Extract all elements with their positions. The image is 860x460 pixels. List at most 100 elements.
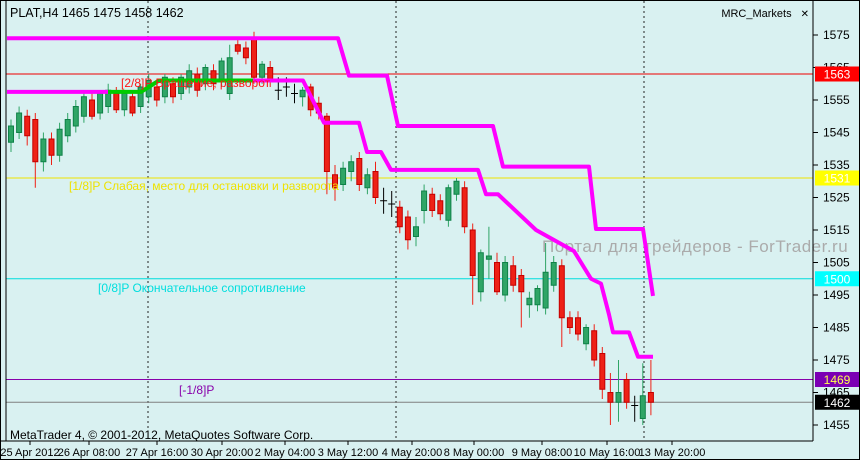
bull-candle-body <box>639 395 646 419</box>
bear-candle-body <box>558 265 565 319</box>
y-axis-label: 1525 <box>823 191 850 205</box>
level-label-1-8: [1/8]P Слабая, место для остановки и раз… <box>69 179 339 193</box>
bull-candle-body <box>421 190 428 211</box>
y-axis-label: 1555 <box>823 93 850 107</box>
bear-candle-body <box>356 158 363 185</box>
bull-candle-body <box>16 112 23 133</box>
mrc-upper-band <box>7 36 655 297</box>
bull-candle-body <box>445 187 452 221</box>
bear-candle-body <box>510 265 517 286</box>
price-badge-1500 <box>815 271 859 287</box>
bull-candle-body <box>121 93 128 111</box>
bear-candle-body <box>437 200 444 215</box>
bear-candle-body <box>89 99 95 117</box>
bull-candle-body <box>226 57 233 94</box>
bear-candle-body <box>404 216 411 241</box>
bull-candle-body <box>178 76 185 94</box>
bear-candle-body <box>210 70 217 85</box>
level-label-2-8: [2/8]P Вращение, разворот <box>121 76 271 90</box>
price-badge-1469 <box>815 372 859 387</box>
bull-candle-body <box>40 138 47 163</box>
bear-candle-body <box>32 119 39 163</box>
watermark: Портал для трейдеров - ForTrader.ru <box>542 237 849 256</box>
bull-candle-body <box>72 106 79 127</box>
bear-candle-body <box>372 171 379 198</box>
bull-candle-body <box>453 180 460 195</box>
bull-candle-body <box>299 89 306 98</box>
price-badge-1462 <box>815 394 859 410</box>
bear-candle-body <box>575 317 581 335</box>
bull-candle-body <box>542 271 549 309</box>
bull-candle-body <box>137 86 144 107</box>
bull-candle-body <box>56 128 63 156</box>
bear-candle-body <box>623 379 630 403</box>
bull-candle-body <box>259 63 266 78</box>
y-axis-label: 1475 <box>823 353 850 367</box>
price-badge-text: 1469 <box>824 373 851 387</box>
bear-candle-body <box>251 37 257 78</box>
bear-candle-body <box>461 187 468 228</box>
indicator-name: MRC_Markets <box>721 8 792 20</box>
x-axis-label: 9 May 08:00 <box>512 447 573 459</box>
bull-candle-body <box>161 76 168 98</box>
indicator-label: MRC_Markets ✕ <box>721 8 809 20</box>
bear-candle-body <box>323 115 330 172</box>
bull-candle-body <box>413 226 419 237</box>
bear-candle-body <box>129 96 136 114</box>
bear-candle-body <box>48 138 55 156</box>
y-axis-label: 1535 <box>823 158 850 172</box>
copyright-text: MetaTrader 4, © 2001-2012, MetaQuotes So… <box>10 428 314 442</box>
bull-candle-body <box>8 125 14 143</box>
bull-candle-body <box>550 262 557 286</box>
x-axis-label: 8 May 00:00 <box>444 447 505 459</box>
bear-candle-body <box>170 83 176 98</box>
bull-candle-body <box>64 119 71 137</box>
bear-candle-body <box>494 262 500 293</box>
level-label-0-8: [0/8]P Окончательное сопротивление <box>98 281 306 295</box>
y-axis-label: 1545 <box>823 126 850 140</box>
bull-candle-body <box>348 161 355 172</box>
y-axis-label: 1485 <box>823 321 850 335</box>
bear-candle-body <box>469 229 476 276</box>
price-badge-text: 1462 <box>824 396 851 410</box>
bear-candle-body <box>396 206 403 228</box>
price-badge-text: 1500 <box>824 272 851 286</box>
bear-candle-body <box>113 93 120 111</box>
y-axis-label: 1495 <box>823 288 850 302</box>
price-badge-text: 1563 <box>824 68 851 82</box>
bear-candle-body <box>647 392 654 403</box>
bull-candle-body <box>202 67 209 85</box>
bull-candle-body <box>340 167 347 185</box>
bear-candle-body <box>153 86 160 101</box>
level-label-minus-1-8: [-1/8]P <box>179 383 215 397</box>
bull-candle-body <box>502 262 509 296</box>
bull-candle-body <box>615 392 622 403</box>
bull-candle-body <box>477 252 484 293</box>
x-axis-label: 3 May 12:00 <box>318 447 379 459</box>
bull-candle-body <box>534 288 541 306</box>
mrc-lower-band <box>253 78 653 359</box>
bull-candle-body <box>583 327 590 345</box>
bear-candle-body <box>332 174 338 189</box>
bull-candle-body <box>80 96 87 117</box>
price-badge-text: 1531 <box>824 172 851 186</box>
bear-candle-body <box>234 44 241 52</box>
mrc-lower-band-green-segment <box>108 78 253 94</box>
bear-candle-body <box>591 330 598 361</box>
x-axis-label: 25 Apr 2012 <box>1 447 60 459</box>
x-axis-label: 26 Apr 08:00 <box>58 447 120 459</box>
bull-candle-body <box>526 297 533 306</box>
y-axis-label: 1515 <box>823 223 850 237</box>
bear-candle-body <box>429 193 436 211</box>
x-axis-label: 27 Apr 16:00 <box>126 447 188 459</box>
indicator-close-icon[interactable]: ✕ <box>800 9 809 20</box>
bear-candle-body <box>518 275 525 293</box>
bull-candle-body <box>97 93 104 114</box>
bear-candle-body <box>599 353 606 390</box>
chart-symbol-ohlc-title: PLAT,H4 1465 1475 1458 1462 <box>10 6 184 20</box>
x-axis-label: 13 May 20:00 <box>639 447 706 459</box>
bear-candle-body <box>242 47 249 59</box>
x-axis-label: 4 May 20:00 <box>382 447 443 459</box>
x-axis-label: 30 Apr 20:00 <box>191 447 253 459</box>
